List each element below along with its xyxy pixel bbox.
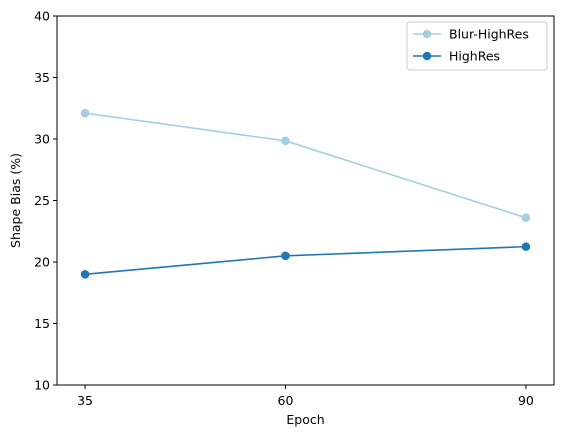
y-tick-label: 10: [34, 378, 50, 393]
legend-marker: [422, 29, 432, 39]
data-point: [281, 136, 290, 146]
series-line-1: [84, 112, 527, 219]
y-tick-label: 40: [34, 9, 50, 24]
legend-label: Blur-HighRes: [449, 27, 529, 42]
series-layer: [80, 108, 531, 279]
legend-marker: [422, 51, 432, 61]
x-tick-label: 35: [77, 393, 93, 408]
data-point: [281, 251, 290, 261]
plot-frame: [56, 15, 555, 386]
y-tick-label: 30: [34, 132, 50, 147]
y-tick-label: 20: [34, 255, 50, 270]
y-tick-label: 15: [34, 316, 50, 331]
legend-box: [406, 21, 548, 71]
y-tick-label: 35: [34, 70, 50, 85]
legend: Blur-HighRes HighRes: [406, 21, 548, 71]
x-tick-label: 90: [518, 393, 534, 408]
data-point: [80, 108, 90, 118]
y-axis: 10 15 20 25 30 35 40: [34, 9, 57, 393]
legend-label: HighRes: [449, 49, 500, 64]
y-tick-label: 25: [34, 193, 50, 208]
x-tick-label: 60: [278, 393, 294, 408]
x-axis-label: Epoch: [286, 412, 324, 427]
data-point: [521, 242, 531, 251]
y-axis-label: Shape Bias (%): [8, 153, 23, 248]
data-point: [80, 270, 90, 279]
data-point: [521, 213, 531, 223]
x-axis: 35 60 90: [77, 385, 534, 408]
series-line-2: [84, 245, 526, 276]
